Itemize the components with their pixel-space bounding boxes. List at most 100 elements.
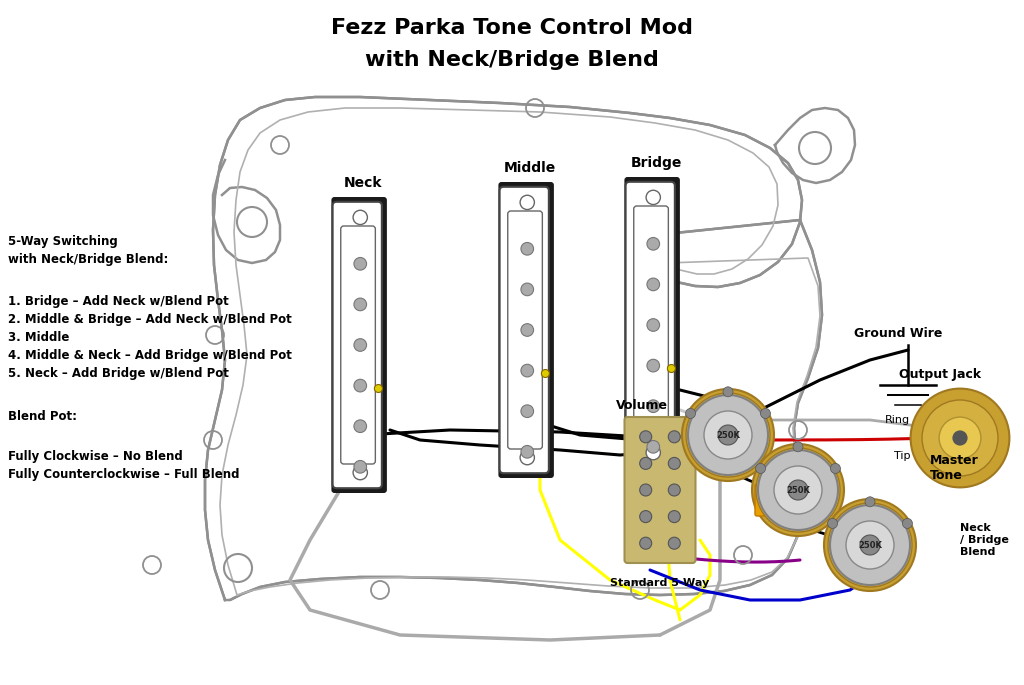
Text: 1. Bridge – Add Neck w/Blend Pot: 1. Bridge – Add Neck w/Blend Pot — [8, 295, 228, 308]
Circle shape — [542, 369, 550, 377]
Circle shape — [669, 537, 680, 549]
Circle shape — [669, 484, 680, 496]
Circle shape — [668, 364, 676, 373]
Circle shape — [827, 519, 838, 528]
Circle shape — [647, 238, 659, 250]
Circle shape — [686, 393, 770, 477]
FancyBboxPatch shape — [625, 177, 680, 473]
Circle shape — [647, 400, 659, 412]
Circle shape — [756, 463, 766, 473]
Text: 2. Middle & Bridge – Add Neck w/Blend Pot: 2. Middle & Bridge – Add Neck w/Blend Po… — [8, 313, 292, 326]
Text: Ring: Ring — [885, 415, 910, 425]
Text: 5. Neck – Add Bridge w/Blend Pot: 5. Neck – Add Bridge w/Blend Pot — [8, 367, 229, 380]
FancyBboxPatch shape — [341, 226, 376, 464]
Circle shape — [828, 503, 912, 587]
Text: Master
Tone: Master Tone — [930, 454, 979, 482]
Text: Ground Wire: Ground Wire — [854, 327, 942, 340]
Circle shape — [669, 431, 680, 443]
Circle shape — [646, 190, 660, 205]
Text: Middle: Middle — [504, 161, 556, 175]
Circle shape — [952, 430, 968, 446]
Circle shape — [824, 499, 916, 591]
Circle shape — [521, 242, 534, 255]
FancyBboxPatch shape — [499, 182, 554, 478]
Circle shape — [640, 510, 651, 523]
Circle shape — [752, 444, 844, 536]
FancyBboxPatch shape — [625, 417, 695, 563]
FancyBboxPatch shape — [508, 211, 543, 449]
Circle shape — [761, 408, 770, 419]
Circle shape — [922, 400, 998, 476]
Circle shape — [758, 450, 838, 530]
Text: Fully Counterclockwise – Full Blend: Fully Counterclockwise – Full Blend — [8, 468, 240, 481]
Circle shape — [686, 408, 695, 419]
Circle shape — [718, 425, 738, 445]
Circle shape — [647, 278, 659, 290]
Circle shape — [688, 395, 768, 475]
Circle shape — [640, 458, 651, 469]
Circle shape — [354, 420, 367, 432]
Circle shape — [354, 258, 367, 270]
Circle shape — [521, 364, 534, 377]
Text: Blend Pot:: Blend Pot: — [8, 410, 77, 423]
Circle shape — [520, 195, 535, 210]
Circle shape — [521, 324, 534, 336]
Text: Volume: Volume — [616, 399, 668, 412]
Circle shape — [756, 448, 840, 532]
Circle shape — [354, 460, 367, 473]
Circle shape — [354, 338, 367, 351]
Text: 5-Way Switching: 5-Way Switching — [8, 235, 118, 248]
Circle shape — [669, 458, 680, 469]
Circle shape — [640, 431, 651, 443]
Circle shape — [902, 519, 912, 528]
Circle shape — [705, 411, 752, 459]
Circle shape — [647, 440, 659, 453]
Circle shape — [520, 451, 535, 464]
Text: 250K: 250K — [858, 540, 882, 549]
Circle shape — [353, 465, 368, 479]
Circle shape — [860, 535, 880, 555]
Text: Bridge: Bridge — [631, 156, 682, 170]
Text: Fezz Parka Tone Control Mod: Fezz Parka Tone Control Mod — [331, 18, 693, 38]
Text: 3. Middle: 3. Middle — [8, 331, 70, 344]
Text: with Neck/Bridge Blend:: with Neck/Bridge Blend: — [8, 253, 168, 266]
Text: Tip: Tip — [894, 451, 910, 461]
FancyBboxPatch shape — [634, 206, 669, 444]
Circle shape — [353, 210, 368, 225]
Circle shape — [788, 480, 808, 500]
Text: Standard 5-Way: Standard 5-Way — [610, 578, 710, 588]
Circle shape — [910, 388, 1010, 488]
FancyBboxPatch shape — [333, 202, 382, 488]
Circle shape — [375, 384, 382, 393]
Circle shape — [521, 445, 534, 458]
Circle shape — [640, 484, 651, 496]
Circle shape — [793, 442, 803, 452]
FancyBboxPatch shape — [755, 484, 795, 516]
Circle shape — [830, 463, 841, 473]
Circle shape — [846, 521, 894, 569]
FancyBboxPatch shape — [332, 197, 387, 493]
Circle shape — [669, 510, 680, 523]
Circle shape — [640, 537, 651, 549]
Text: Output Jack: Output Jack — [899, 368, 981, 381]
Circle shape — [354, 298, 367, 311]
FancyBboxPatch shape — [500, 187, 549, 473]
Text: with Neck/Bridge Blend: with Neck/Bridge Blend — [366, 50, 658, 70]
Circle shape — [830, 505, 910, 585]
Circle shape — [354, 379, 367, 392]
Circle shape — [939, 417, 981, 459]
Text: Neck: Neck — [344, 176, 382, 190]
Circle shape — [521, 405, 534, 418]
Circle shape — [521, 283, 534, 296]
FancyBboxPatch shape — [626, 182, 675, 469]
Text: 250K: 250K — [716, 430, 740, 440]
Text: Neck
/ Bridge
Blend: Neck / Bridge Blend — [961, 523, 1009, 557]
Text: 250K: 250K — [786, 486, 810, 495]
Circle shape — [723, 387, 733, 397]
Circle shape — [646, 445, 660, 460]
Circle shape — [682, 389, 774, 481]
Circle shape — [647, 359, 659, 372]
Text: .02uF: .02uF — [765, 497, 784, 503]
Circle shape — [774, 466, 822, 514]
Text: 4. Middle & Neck – Add Bridge w/Blend Pot: 4. Middle & Neck – Add Bridge w/Blend Po… — [8, 349, 292, 362]
